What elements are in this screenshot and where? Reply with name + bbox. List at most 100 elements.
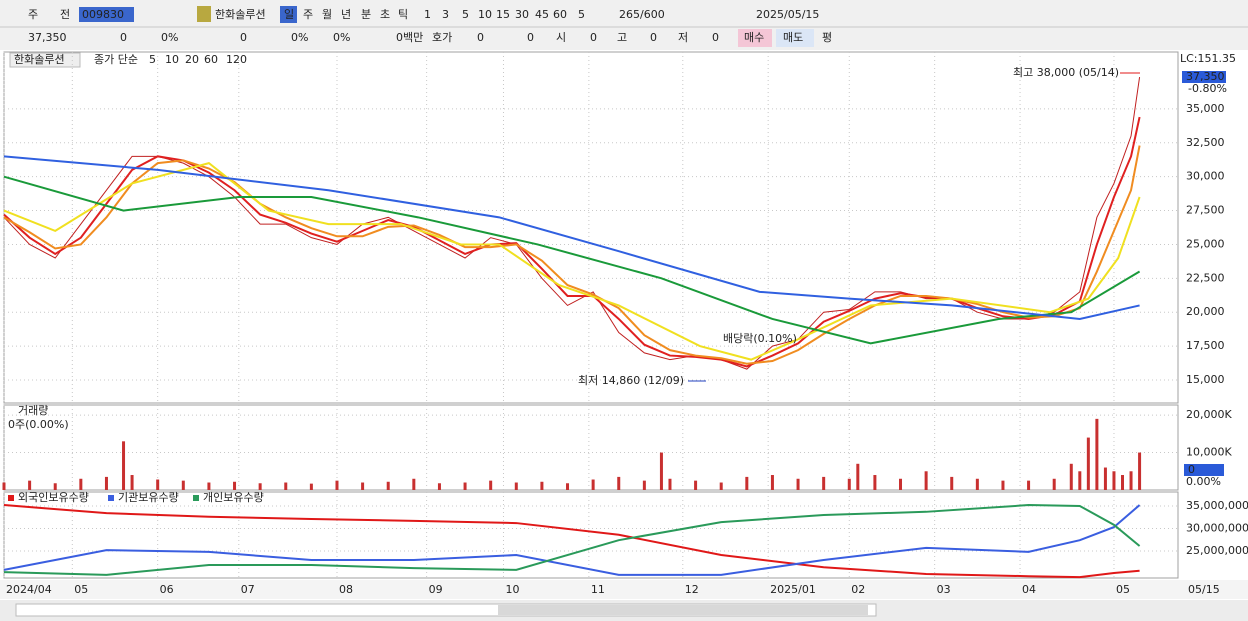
legend-entry: 5	[149, 53, 156, 66]
y-tick-label: 10,000K	[1186, 446, 1232, 459]
toolbar-item: 주	[303, 8, 313, 21]
volume-bar	[1001, 480, 1005, 490]
y-tick-label: 25,000,000	[1186, 544, 1248, 557]
toolbar-item: 주	[28, 8, 38, 21]
y-tick-label: 32,500	[1186, 136, 1225, 149]
annotation: 배당락(0.10%)	[723, 332, 797, 345]
series-line	[3, 504, 1141, 576]
toolbar-item: 009830	[82, 8, 124, 21]
toolbar-field: 0백만	[396, 31, 423, 44]
scroll-thumb[interactable]	[498, 605, 868, 615]
volume-bar	[28, 480, 32, 490]
toolbar-item: 전	[60, 8, 70, 21]
toolbar-field: 0%	[291, 31, 308, 44]
y-tick-label: 20,000	[1186, 305, 1225, 318]
toolbar-field: 0	[712, 31, 719, 44]
volume-panel	[3, 404, 1179, 491]
toolbar-item: 분	[361, 8, 371, 21]
toolbar-item: 10	[478, 8, 492, 21]
legend-entry: 60	[204, 53, 218, 66]
volume-bar	[694, 480, 698, 490]
toolbar-field: 0%	[161, 31, 178, 44]
period-active[interactable]	[280, 6, 297, 23]
stock-name: 한화솔루션	[14, 53, 65, 66]
toolbar-field: 시	[556, 31, 566, 44]
volume-change: 0.00%	[1186, 475, 1221, 488]
toolbar-item: 틱	[398, 8, 408, 21]
x-tick-label: 07	[241, 583, 255, 596]
volume-bar	[122, 441, 126, 490]
new-button[interactable]	[197, 6, 211, 22]
volume-bar	[335, 480, 339, 490]
volume-bar	[719, 482, 723, 490]
y-tick-label: 30,000	[1186, 170, 1225, 183]
volume-bar	[566, 483, 570, 490]
volume-bar	[659, 452, 663, 490]
buy-button[interactable]	[738, 29, 772, 47]
x-tick-label: 03	[937, 583, 951, 596]
sell-button[interactable]	[776, 29, 814, 47]
x-tick-label: 09	[429, 583, 443, 596]
volume-bar	[856, 463, 860, 490]
toolbar-field: 고	[617, 31, 627, 44]
toolbar-item: 년	[341, 8, 351, 21]
legend-entry: 외국인보유수량	[18, 491, 89, 504]
lc-label: LC:151.35	[1180, 52, 1236, 65]
x-tick-label: 08	[339, 583, 353, 596]
toolbar-field: 0%	[333, 31, 350, 44]
volume-bar	[745, 476, 749, 490]
volume-bar	[770, 475, 774, 490]
volume-bar	[412, 478, 416, 490]
series-line	[3, 175, 1141, 345]
volume-bar	[489, 480, 493, 490]
legend-swatch	[193, 495, 199, 501]
volume-bar	[1052, 478, 1056, 490]
toolbar-field: 0	[650, 31, 657, 44]
y-tick-label: 35,000,000	[1186, 499, 1248, 512]
volume-bar	[642, 480, 646, 490]
price-panel	[3, 51, 1179, 404]
holdings-panel	[3, 491, 1179, 579]
volume-bar	[104, 476, 108, 490]
y-tick-label: 17,500	[1186, 339, 1225, 352]
series-line	[3, 504, 1141, 576]
volume-subtitle: 0주(0.00%)	[8, 418, 69, 431]
price-change: -0.80%	[1188, 82, 1227, 95]
volume-bar	[386, 481, 390, 490]
volume-bar	[463, 482, 467, 490]
code-input[interactable]	[79, 7, 134, 22]
series-line	[3, 504, 1140, 579]
volume-bar	[361, 482, 365, 490]
toolbar-item: 265	[619, 8, 640, 21]
x-tick-label: 12	[685, 583, 699, 596]
toolbar-field: 호가	[432, 31, 452, 44]
toolbar-field: 37,350	[28, 31, 67, 44]
toolbar-item: 일	[284, 7, 294, 21]
volume-bar	[822, 476, 826, 490]
y-tick-label: 30,000,000	[1186, 521, 1248, 534]
volume-badge	[1184, 464, 1224, 476]
volume-bar	[181, 480, 185, 490]
volume-bar	[540, 481, 544, 490]
volume-bar	[53, 483, 57, 490]
toolbar-field: 저	[678, 31, 688, 44]
toolbar-field: 매수	[744, 31, 764, 44]
legend-title: 종가 단순	[94, 53, 138, 66]
legend-swatch	[8, 495, 14, 501]
stock-name-box	[9, 52, 81, 68]
x-tick-label: 11	[591, 583, 605, 596]
toolbar-item: 45	[535, 8, 549, 21]
volume-bar	[1121, 475, 1125, 490]
toolbar-item: 한화솔루션	[215, 8, 266, 21]
volume-bar	[284, 482, 288, 490]
volume-bar	[514, 482, 518, 490]
volume-bar	[233, 481, 237, 490]
toolbar-field: 0	[240, 31, 247, 44]
date-axis	[0, 580, 1248, 599]
volume-bar	[1086, 437, 1090, 490]
toolbar-item: 2025/05/15	[756, 8, 819, 21]
volume-current: 0	[1188, 463, 1195, 476]
x-tick-label: 10	[505, 583, 519, 596]
toolbar-item: 5	[462, 8, 469, 21]
toolbar-item: 30	[515, 8, 529, 21]
